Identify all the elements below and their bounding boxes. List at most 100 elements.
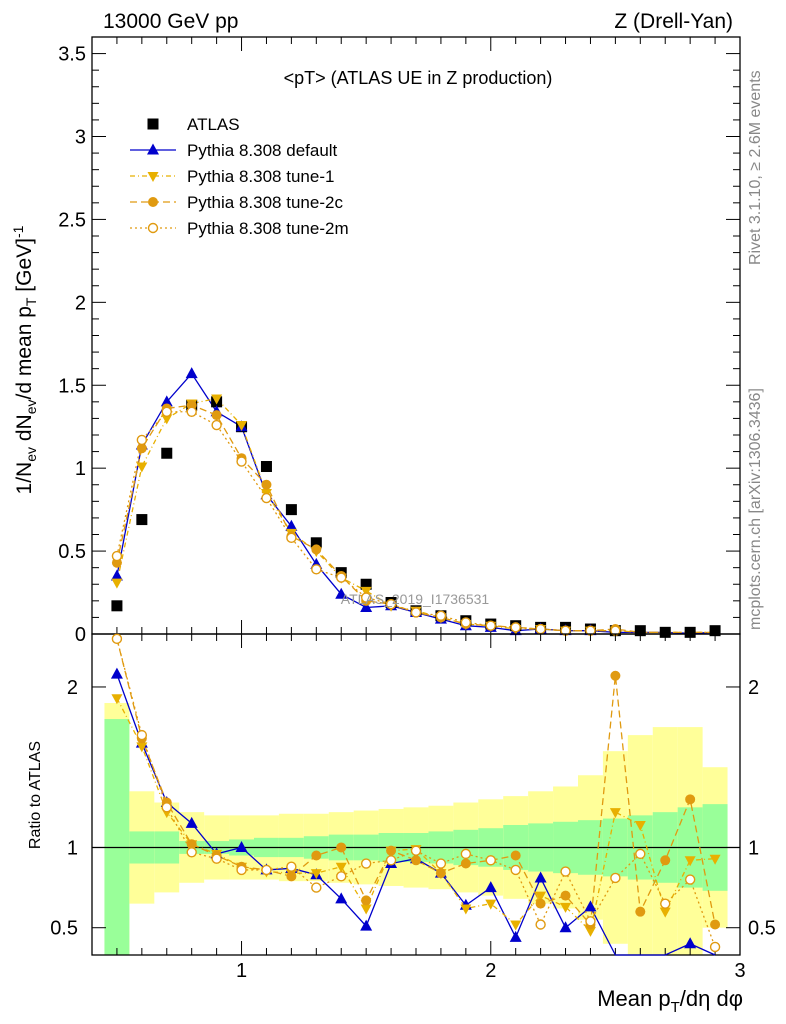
pythia-tune-2c-ratio-point: [710, 919, 721, 930]
pythia-tune-2m-point: [286, 532, 297, 544]
pythia-default-point: [335, 587, 348, 599]
legend: ATLAS Pythia 8.308 default Pythia 8.308 tu…: [130, 115, 349, 238]
pythia-tune-2m-ratio-point: [435, 858, 447, 869]
pythia-tune-2m-ratio-point: [485, 855, 496, 866]
main-y-tick-label: 3.5: [58, 44, 86, 66]
pythia-default-ratio-point: [235, 840, 248, 852]
pythia-tune-1-ratio-point: [709, 854, 721, 865]
atlas-point: [136, 514, 148, 526]
legend-label: ATLAS: [187, 115, 240, 134]
pythia-tune-2m-ratio-point: [635, 848, 646, 860]
legend-marker: [147, 222, 159, 234]
pythia-tune-2c-ratio-point: [386, 845, 397, 856]
atlas-point: [684, 626, 696, 638]
pythia-tune-2m-ratio-point: [560, 866, 571, 877]
pythia-tune-2m-point: [136, 434, 148, 446]
pythia-tune-1-ratio-point: [659, 907, 671, 918]
pythia-default-ratio-point: [684, 937, 697, 949]
ratio-y-tick-label-right: 1: [748, 837, 759, 859]
pythia-tune-2m-point: [311, 564, 322, 575]
legend-marker: [147, 118, 159, 130]
pythia-tune-2c-ratio-point: [361, 895, 372, 906]
main-y-tick-label: 1.5: [58, 375, 86, 397]
pythia-tune-1-ratio-point: [136, 742, 148, 753]
pythia-tune-1-ratio-point: [335, 862, 347, 873]
pythia-tune-2m-ratio-point: [610, 872, 621, 884]
pythia-tune-2m-ratio-point: [286, 861, 297, 872]
pythia-tune-2m-point: [186, 406, 197, 417]
pythia-tune-2c-ratio-point: [535, 898, 546, 909]
main-y-tick-label: 0.5: [58, 541, 86, 563]
rivet-label: Rivet 3.1.10, ≥ 2.6M events: [747, 70, 764, 265]
pythia-tune-2c-point: [211, 410, 222, 421]
pythia-default-ratio-point: [509, 930, 522, 942]
main-panel: 0 0.5 1 1.5 2 2.5 3 3.5: [58, 36, 741, 646]
legend-marker: [148, 197, 158, 207]
pythia-tune-1-ratio-point: [634, 820, 646, 831]
pythia-tune-2c-ratio-point: [336, 842, 347, 853]
pythia-tune-2m-ratio-point: [186, 847, 197, 858]
pythia-tune-2m-ratio-point: [236, 864, 247, 876]
pythia-default-point: [110, 569, 123, 581]
main-y-tick-label: 1: [75, 458, 86, 480]
pythia-tune-2m-ratio-point: [211, 853, 222, 864]
pythia-tune-2m-point: [161, 406, 172, 417]
pythia-tune-2c-ratio-point: [311, 850, 322, 861]
legend-label: Pythia 8.308 default: [187, 141, 338, 160]
pythia-default-ratio-point: [484, 881, 497, 893]
pythia-tune-1-ratio-point: [485, 899, 497, 910]
header-right-title: Z (Drell-Yan): [614, 10, 733, 33]
pythia-default-point: [185, 367, 198, 379]
pythia-tune-1-ratio-point: [560, 902, 572, 913]
pythia-tune-2c-ratio-point: [635, 906, 646, 917]
plot-title: <pT> (ATLAS UE in Z production): [284, 68, 553, 88]
pythia-tune-1-point: [211, 394, 223, 405]
atlas-point: [161, 447, 173, 459]
pythia-default-ratio-point: [559, 921, 572, 933]
pythia-tune-2c-point: [311, 544, 322, 555]
x-axis-label: Mean pT/dη dφ: [597, 986, 743, 1016]
atlas-point: [709, 625, 721, 637]
legend-entry-pythia-tune-2c: Pythia 8.308 tune-2c: [130, 193, 343, 212]
pythia-tune-2m-point: [111, 550, 123, 562]
legend-entry-pythia-tune-2m: Pythia 8.308 tune-2m: [130, 219, 349, 238]
pythia-tune-2m-ratio-point: [385, 855, 397, 866]
pythia-tune-2c-point: [136, 443, 147, 454]
pythia-tune-2m-ratio-point: [360, 858, 372, 869]
ratio-y-tick-label-right: 0.5: [748, 918, 776, 940]
ratio-stat-band: [104, 719, 130, 955]
pythia-tune-2m-ratio-point: [336, 871, 347, 882]
pythia-tune-2m-point: [385, 598, 397, 610]
atlas-point: [360, 578, 372, 590]
pythia-tune-1-ratio-point: [360, 904, 372, 915]
mcplots-label: mcplots.cern.ch [arXiv:1306.3436]: [747, 388, 764, 630]
main-y-tick-label: 2.5: [58, 209, 86, 231]
legend-label: Pythia 8.308 tune-1: [187, 167, 334, 186]
pythia-tune-2m-point: [460, 617, 472, 628]
ratio-y-tick-label: 0.5: [50, 918, 78, 940]
x-tick-label: 1: [236, 960, 247, 982]
pythia-tune-1-ratio-point: [535, 891, 547, 902]
legend-marker: [147, 143, 159, 155]
pythia-tune-2m-point: [336, 572, 347, 583]
pythia-tune-1-ratio-point: [584, 926, 596, 937]
legend-entry-pythia-tune-1: Pythia 8.308 tune-1: [130, 167, 334, 186]
legend-marker: [147, 172, 159, 182]
pythia-tune-2c-ratio-point: [660, 855, 671, 866]
pythia-tune-2m-ratio-point: [535, 919, 546, 930]
pythia-tune-1-ratio-point: [111, 694, 123, 705]
pythia-tune-2m-ratio-point: [410, 845, 422, 856]
pythia-tune-2c-point: [261, 479, 272, 490]
pythia-tune-1-ratio-point: [510, 920, 522, 931]
pythia-tune-1-point: [161, 414, 173, 425]
legend-entry-pythia-default: Pythia 8.308 default: [130, 141, 338, 160]
pythia-tune-2m-ratio-point: [111, 633, 123, 645]
pythia-tune-2m-point: [535, 623, 546, 635]
pythia-tune-2c-ratio-point: [186, 839, 197, 850]
ratio-panel: 1 2 30.5 0.51 12 2: [50, 633, 776, 982]
main-y-axis-label: 1/Nev dNev/d mean pT [GeV]-1: [10, 225, 39, 494]
pythia-default-ratio-point: [534, 871, 547, 883]
pythia-default-ratio-point: [110, 667, 123, 679]
pythia-tune-1-ratio-point: [460, 904, 472, 915]
